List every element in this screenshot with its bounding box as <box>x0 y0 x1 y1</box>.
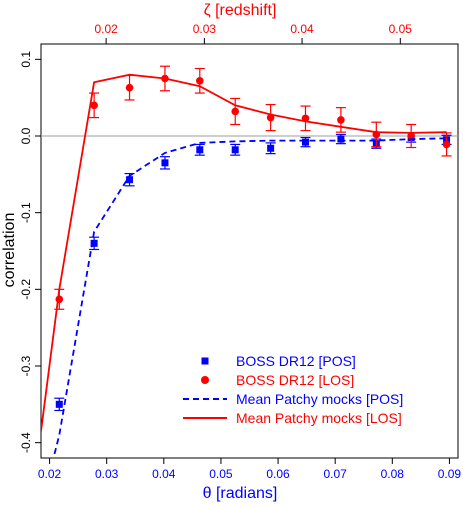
x-tick-label: 0.03 <box>95 467 119 481</box>
x-tick-label: 0.06 <box>266 467 290 481</box>
data-point-los <box>90 101 98 110</box>
y-tick-label: -0.1 <box>19 202 33 223</box>
data-point-pos <box>337 135 345 143</box>
top-axis-title: ζ [redshift] <box>204 2 277 19</box>
data-point-pos <box>231 146 239 154</box>
data-point-pos <box>161 159 169 167</box>
y-tick-label: 0.1 <box>19 51 33 68</box>
left-axis: -0.4 -0.3 -0.2 -0.1 0.0 0.1 <box>19 51 41 453</box>
x-tick-label: 0.07 <box>324 467 348 481</box>
top-tick-label: 0.04 <box>290 22 314 36</box>
data-point-pos <box>196 146 204 154</box>
x-tick-label: 0.09 <box>438 467 462 481</box>
y-tick-label: 0.0 <box>19 127 33 144</box>
data-point-pos <box>90 239 98 247</box>
data-point-los <box>231 107 240 116</box>
data-point-los <box>55 295 64 304</box>
legend-label: BOSS DR12 [POS] <box>236 353 356 369</box>
plot-border <box>40 43 459 459</box>
top-tick-label: 0.05 <box>389 22 413 36</box>
data-point-pos <box>126 176 134 184</box>
legend-marker-circle <box>201 376 209 384</box>
data-point-pos <box>55 400 63 408</box>
top-tick-label: 0.02 <box>94 22 118 36</box>
y-axis-title: correlation <box>1 213 18 288</box>
series-group <box>41 65 452 458</box>
legend-marker-square <box>201 357 209 365</box>
mock-los-line <box>41 73 447 432</box>
top-axis: 0.02 0.03 0.04 0.05 <box>94 22 412 44</box>
y-tick-label: -0.4 <box>19 432 33 453</box>
plot-frame <box>40 43 459 459</box>
x-tick-label: 0.05 <box>209 467 233 481</box>
data-point-los <box>125 83 134 92</box>
y-tick-label: -0.3 <box>19 355 33 376</box>
data-point-pos <box>267 144 275 152</box>
x-tick-label: 0.04 <box>152 467 176 481</box>
legend-label: BOSS DR12 [LOS] <box>236 372 354 388</box>
data-point-los <box>337 116 345 124</box>
mock-pos-line <box>52 137 447 458</box>
y-tick-label: -0.2 <box>19 279 33 300</box>
x-tick-label: 0.02 <box>38 467 62 481</box>
x-tick-label: 0.08 <box>381 467 405 481</box>
legend-label: Mean Patchy mocks [LOS] <box>236 410 402 426</box>
data-point-los <box>442 140 451 149</box>
legend: BOSS DR12 [POS] BOSS DR12 [LOS] Mean Patch… <box>183 353 403 426</box>
data-point-los <box>196 77 204 85</box>
top-tick-label: 0.03 <box>193 22 217 36</box>
x-axis-title: θ [radians] <box>203 485 278 502</box>
legend-label: Mean Patchy mocks [POS] <box>236 391 403 407</box>
data-point-pos <box>301 138 309 146</box>
data-point-los <box>407 132 415 140</box>
bottom-axis: 0.02 0.03 0.04 0.05 0.06 0.07 0.08 0.09 <box>38 458 462 481</box>
